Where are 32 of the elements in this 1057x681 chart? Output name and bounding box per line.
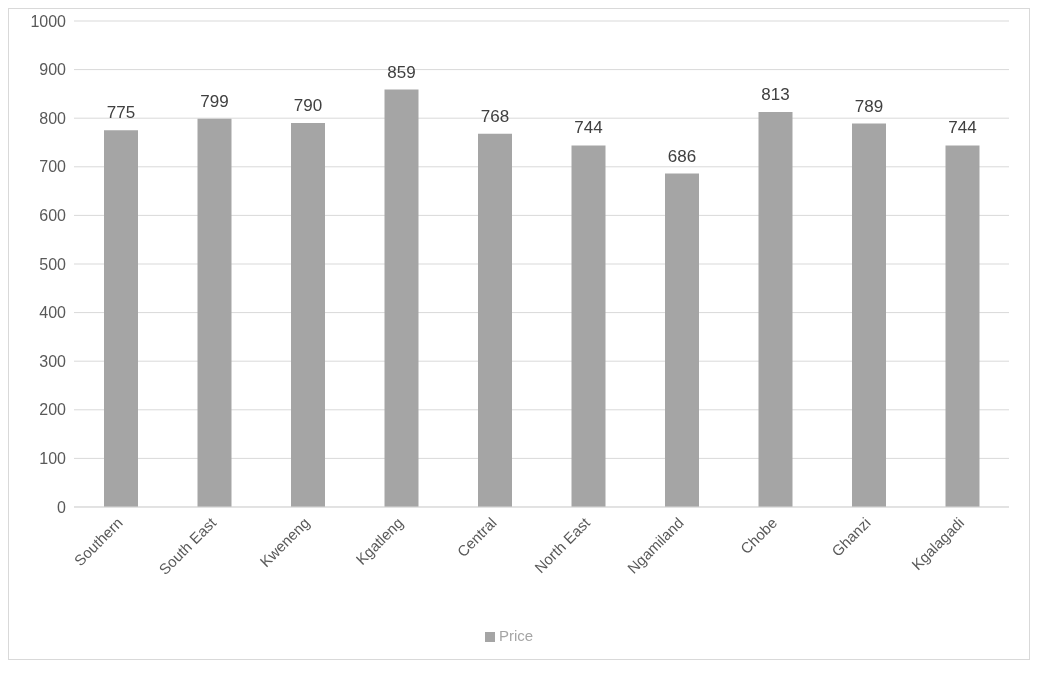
- y-tick-label: 600: [39, 207, 67, 225]
- bar: [291, 123, 325, 507]
- bar: [384, 89, 419, 507]
- y-tick-label: 700: [39, 158, 67, 176]
- data-label: 686: [667, 146, 697, 166]
- legend-label: Price: [498, 627, 534, 644]
- bar: [665, 173, 699, 507]
- y-tick-label: 0: [57, 498, 67, 516]
- y-tick-label: 1000: [30, 12, 67, 30]
- bar: [478, 133, 512, 507]
- data-label: 790: [293, 96, 323, 116]
- bar: [571, 145, 606, 507]
- data-label: 768: [480, 106, 510, 126]
- data-label: 859: [387, 62, 416, 82]
- data-label: 789: [854, 96, 884, 116]
- bar: [852, 123, 886, 507]
- data-label: 813: [761, 84, 790, 104]
- y-tick-label: 500: [39, 255, 67, 273]
- y-tick-label: 200: [39, 401, 67, 419]
- bar: [197, 118, 232, 507]
- bar: [945, 145, 980, 507]
- bar: [104, 130, 138, 507]
- data-label: 744: [574, 118, 603, 138]
- y-tick-label: 800: [39, 109, 67, 127]
- data-label: 799: [200, 91, 229, 111]
- y-tick-label: 900: [39, 61, 67, 79]
- y-tick-label: 300: [39, 352, 67, 370]
- data-label: 775: [106, 103, 136, 123]
- y-tick-label: 100: [39, 450, 67, 468]
- bar: [758, 111, 793, 507]
- y-tick-label: 400: [39, 304, 67, 322]
- data-label: 744: [948, 118, 977, 138]
